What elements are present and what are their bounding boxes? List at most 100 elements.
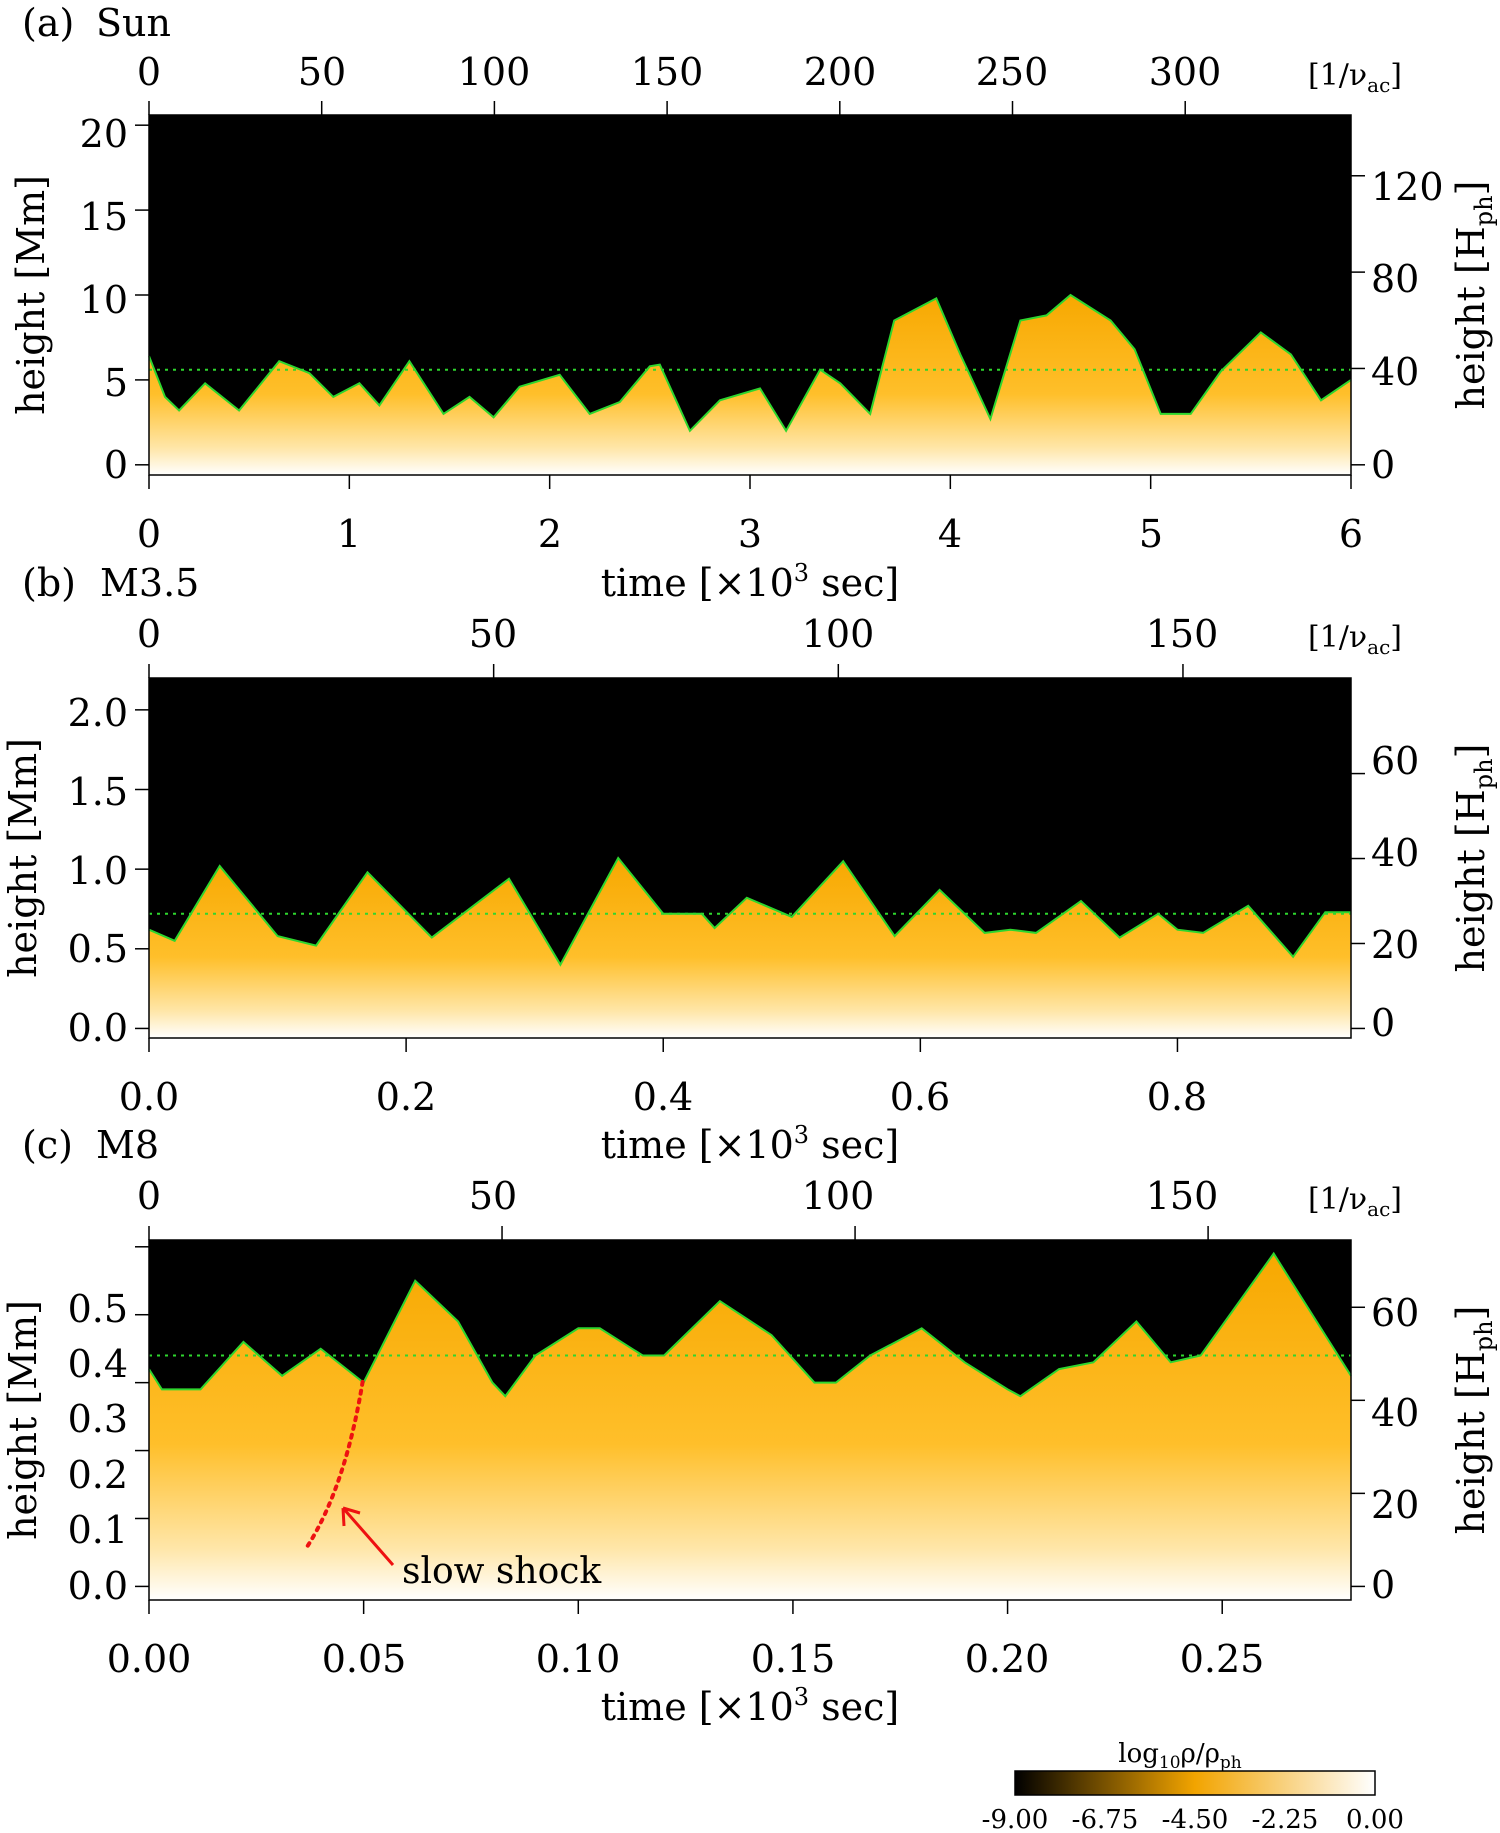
plot-frame (148, 1239, 1352, 1601)
colorbar-tick-label: -4.50 (1162, 1805, 1229, 1833)
x-tick-label: 0.4 (633, 1075, 693, 1119)
ticks (135, 1226, 1365, 1614)
right-tick-label: 0 (1371, 1001, 1395, 1045)
x-tick-label: 2 (538, 512, 562, 556)
right-tick-label: 40 (1371, 831, 1419, 875)
top-axis-unit: [1/νac] (1308, 1182, 1402, 1221)
colorbar-tick-label: -2.25 (1252, 1805, 1319, 1833)
y-axis-label: height [Mm] (9, 175, 53, 415)
panel-b: (b) M3.5 0.0 0.2 0.4 0.6 0.8 time [×103 … (1, 561, 1498, 1167)
y-tick-label: 0.0 (68, 1006, 128, 1050)
panel-title: M3.5 (100, 561, 199, 605)
panel-c: (c) M8 slow shock 0.00 0.05 0.10 0.15 0.… (1, 1123, 1498, 1729)
top-tick-label: 0 (137, 1174, 161, 1218)
slow-shock-label: slow shock (402, 1551, 602, 1592)
colorbar-tick-label: 0.00 (1346, 1805, 1404, 1833)
x-tick-label: 0.6 (890, 1075, 950, 1119)
x-tick-labels: 0.00 0.05 0.10 0.15 0.20 0.25 (107, 1637, 1265, 1681)
top-tick-label: 100 (802, 1174, 875, 1218)
panel-title: M8 (96, 1123, 159, 1167)
y-tick-labels: 0 5 10 15 20 (80, 112, 128, 487)
right-tick-labels: 0 20 40 60 (1371, 1291, 1419, 1607)
x-tick-labels: 0.0 0.2 0.4 0.6 0.8 (119, 1075, 1207, 1119)
panel-label: (c) (22, 1123, 73, 1167)
y-tick-label: 0.5 (68, 927, 128, 971)
slow-shock-arrow (341, 1506, 395, 1566)
right-axis-label: height [Hph] (1449, 744, 1498, 973)
y-tick-label: 10 (80, 278, 128, 322)
y-tick-labels: 0.0 0.1 0.2 0.3 0.4 0.5 (68, 1287, 128, 1608)
x-tick-label: 0.25 (1180, 1637, 1265, 1681)
right-tick-labels: 0 40 80 120 (1371, 165, 1444, 487)
shock-front-line (148, 856, 1351, 967)
density-fill (149, 295, 1351, 475)
density-fill (149, 1253, 1351, 1600)
colorbar: log10ρ/ρph -9.00 -6.75 -4.50 -2.25 0.00 (982, 1739, 1404, 1833)
right-tick-label: 80 (1371, 257, 1419, 301)
top-tick-label: 150 (1146, 1174, 1219, 1218)
x-tick-label: 0.10 (536, 1637, 621, 1681)
x-tick-label: 3 (738, 512, 762, 556)
x-tick-label: 5 (1139, 512, 1163, 556)
shock-front-line (148, 1251, 1352, 1398)
shock-front-line (148, 293, 1352, 433)
top-axis-unit: [1/νac] (1308, 620, 1402, 659)
right-axis-label: height [Hph] (1449, 1306, 1498, 1535)
right-axis-label: height [Hph] (1449, 181, 1498, 410)
y-tick-label: 2.0 (68, 691, 128, 735)
y-tick-label: 0.0 (68, 1564, 128, 1608)
top-axis-unit: [1/νac] (1308, 58, 1402, 97)
x-tick-label: 0.2 (376, 1075, 436, 1119)
top-tick-label: 50 (469, 1174, 517, 1218)
y-tick-label: 15 (80, 195, 128, 239)
x-tick-label: 6 (1339, 512, 1363, 556)
y-tick-label: 0.2 (68, 1453, 128, 1497)
top-tick-label: 0 (137, 50, 161, 94)
y-tick-label: 20 (80, 112, 128, 156)
right-tick-label: 40 (1371, 350, 1419, 394)
colorbar-label: log10ρ/ρph (1118, 1739, 1241, 1773)
right-tick-label: 20 (1371, 923, 1419, 967)
y-axis-label: height [Mm] (1, 738, 45, 978)
top-tick-labels: 0 50 100 150 200 250 300 (137, 50, 1221, 94)
x-tick-label: 0.15 (751, 1637, 836, 1681)
y-axis-label: height [Mm] (1, 1300, 45, 1540)
top-tick-label: 50 (469, 612, 517, 656)
x-axis-label: time [×103 sec] (601, 1121, 900, 1167)
y-tick-label: 0.3 (68, 1397, 128, 1441)
top-tick-label: 250 (976, 50, 1049, 94)
right-tick-label: 20 (1371, 1483, 1419, 1527)
top-tick-label: 100 (802, 612, 875, 656)
ticks (135, 101, 1365, 489)
y-tick-label: 1.0 (68, 849, 128, 893)
x-tick-label: 0.20 (965, 1637, 1050, 1681)
x-tick-label: 0 (137, 512, 161, 556)
ticks (135, 664, 1365, 1052)
right-tick-label: 0 (1371, 443, 1395, 487)
x-tick-label: 0.8 (1147, 1075, 1207, 1119)
top-tick-label: 150 (1146, 612, 1219, 656)
panel-label: (a) (22, 1, 74, 45)
colorbar-gradient (1014, 1770, 1376, 1796)
x-tick-label: 4 (938, 512, 962, 556)
plot-area: slow shock (135, 1226, 1365, 1614)
plot-area (135, 664, 1365, 1052)
x-tick-label: 0.0 (119, 1075, 179, 1119)
top-tick-labels: 0 50 100 150 (137, 612, 1218, 656)
x-axis-label: time [×103 sec] (601, 1683, 900, 1729)
slow-shock-path (305, 1373, 366, 1548)
top-tick-label: 100 (458, 50, 531, 94)
panel-label: (b) (22, 561, 76, 605)
top-tick-label: 200 (804, 50, 877, 94)
x-tick-label: 0.00 (107, 1637, 192, 1681)
x-axis-label: time [×103 sec] (601, 559, 900, 605)
y-tick-label: 0.5 (68, 1287, 128, 1331)
top-tick-label: 300 (1149, 50, 1222, 94)
right-tick-label: 40 (1371, 1391, 1419, 1435)
right-tick-labels: 0 20 40 60 (1371, 739, 1419, 1045)
y-tick-label: 0.4 (68, 1342, 128, 1386)
x-tick-label: 0.05 (322, 1637, 407, 1681)
colorbar-tick-label: -6.75 (1072, 1805, 1139, 1833)
right-tick-label: 0 (1371, 1563, 1395, 1607)
